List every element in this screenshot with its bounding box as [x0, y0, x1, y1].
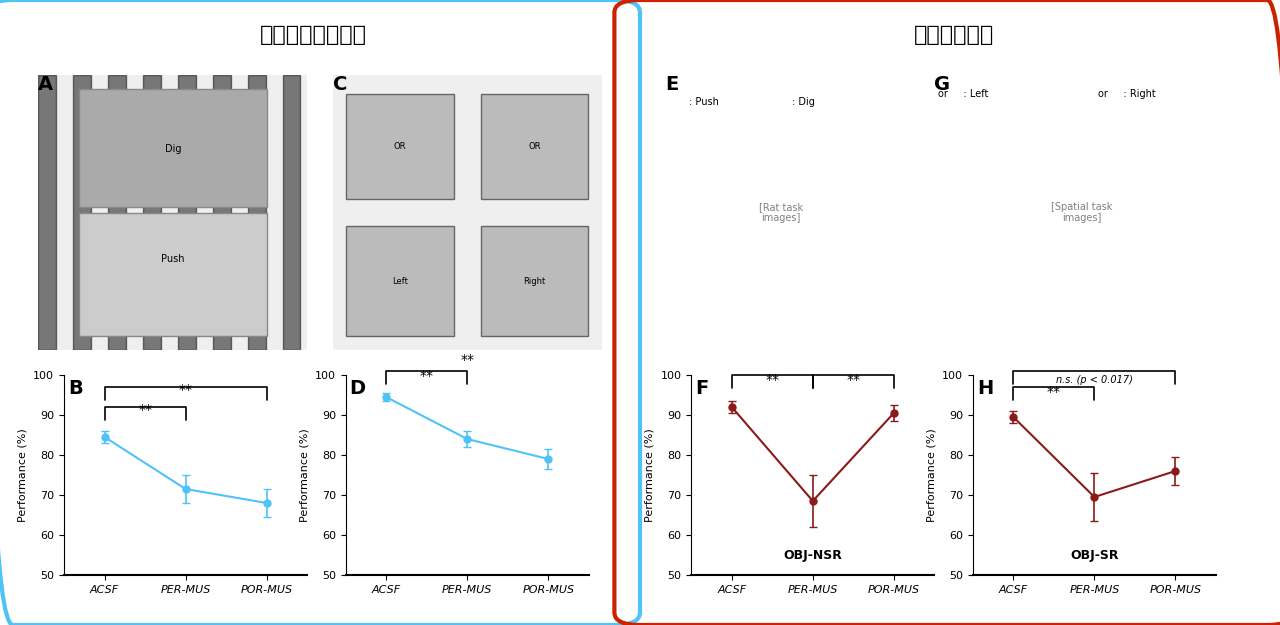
Text: n.s. (p < 0.017): n.s. (p < 0.017)	[1056, 375, 1133, 385]
Bar	[143, 75, 161, 350]
Text: OR: OR	[394, 142, 406, 151]
Bar	[481, 94, 589, 199]
Text: G: G	[934, 75, 951, 94]
Bar	[346, 94, 454, 199]
Y-axis label: Performance (%): Performance (%)	[645, 428, 655, 522]
Bar	[73, 75, 91, 350]
Y-axis label: Performance (%): Performance (%)	[927, 428, 937, 522]
Text: **: **	[179, 383, 192, 397]
Text: Push: Push	[161, 254, 184, 264]
Bar	[109, 75, 125, 350]
Text: [Spatial task
images]: [Spatial task images]	[1051, 202, 1112, 223]
Text: : Push: : Push	[689, 97, 718, 107]
Text: OBJ-NSR: OBJ-NSR	[783, 549, 842, 562]
Text: **: **	[461, 353, 474, 367]
Bar	[38, 75, 56, 350]
Y-axis label: Performance (%): Performance (%)	[18, 428, 28, 522]
Text: 물체재인기억: 물체재인기억	[914, 25, 993, 45]
Bar	[79, 89, 268, 207]
Text: B: B	[68, 379, 83, 398]
Text: or     : Left: or : Left	[937, 89, 988, 99]
Text: [Rat task
images]: [Rat task images]	[759, 202, 803, 223]
Text: **: **	[138, 403, 152, 417]
Text: Dig: Dig	[165, 144, 180, 154]
Text: H: H	[977, 379, 993, 398]
Text: F: F	[695, 379, 709, 398]
Text: OR: OR	[529, 142, 540, 151]
Bar	[214, 75, 230, 350]
Text: C: C	[333, 75, 347, 94]
Bar	[283, 75, 301, 350]
Bar	[178, 75, 196, 350]
Y-axis label: Performance (%): Performance (%)	[300, 428, 310, 522]
Text: E: E	[666, 75, 678, 94]
Text: **: **	[846, 373, 860, 387]
Text: Left: Left	[392, 277, 408, 286]
Text: **: **	[1047, 385, 1061, 399]
Text: **: **	[765, 373, 780, 387]
Text: 시각맥락정보기억: 시각맥락정보기억	[260, 25, 367, 45]
Text: **: **	[420, 369, 434, 383]
Text: OBJ-SR: OBJ-SR	[1070, 549, 1119, 562]
Bar	[346, 226, 454, 336]
Text: A: A	[38, 75, 54, 94]
Bar	[79, 213, 268, 336]
Text: : Dig: : Dig	[792, 97, 815, 107]
Bar	[248, 75, 265, 350]
Text: D: D	[349, 379, 366, 398]
Text: or     : Right: or : Right	[1097, 89, 1156, 99]
Bar	[481, 226, 589, 336]
Text: Right: Right	[524, 277, 545, 286]
